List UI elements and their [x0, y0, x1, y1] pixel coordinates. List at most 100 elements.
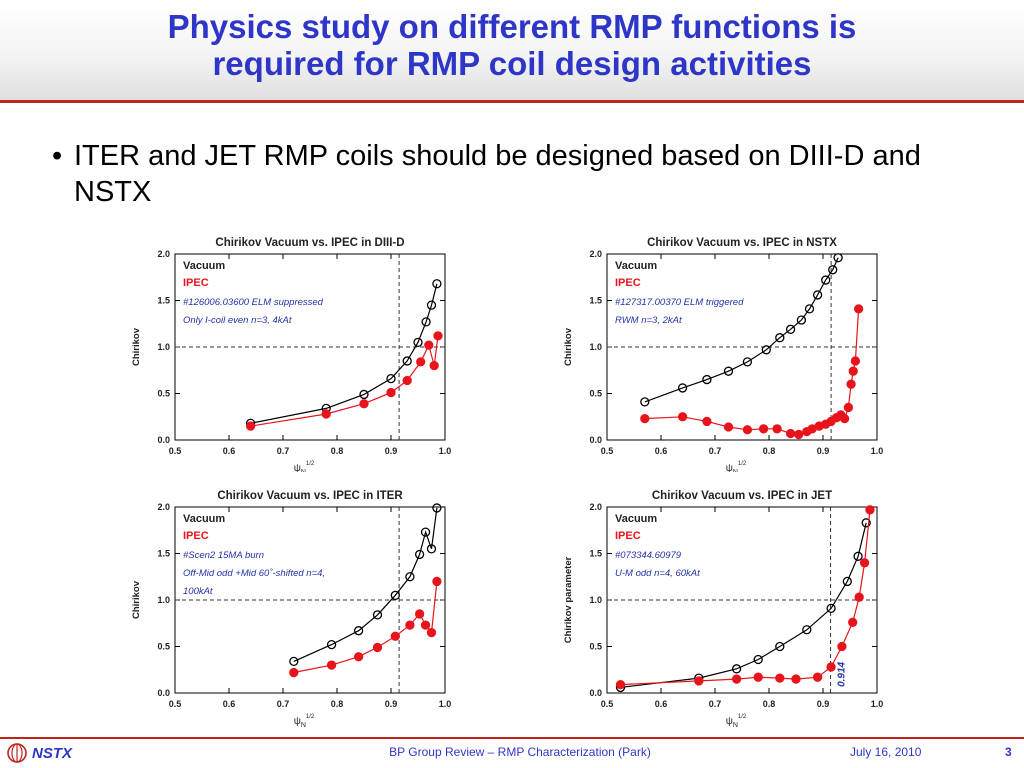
- footer-bar: [0, 739, 1024, 768]
- y-tick-label: 1.5: [589, 549, 602, 559]
- data-point-vacuum: [796, 315, 807, 325]
- y-tick-label: 1.0: [157, 595, 170, 605]
- data-point-vacuum: [326, 639, 337, 650]
- data-point-ipec: [848, 617, 858, 627]
- data-point-vacuum: [359, 389, 369, 400]
- y-tick-label: 2.0: [157, 502, 170, 512]
- data-point-vacuum: [861, 518, 871, 528]
- nstx-logo-icon: [7, 743, 27, 763]
- data-point-ipec: [640, 413, 650, 424]
- chart-annotation: #Scen2 15MA burn: [183, 550, 264, 561]
- legend-ipec: IPEC: [183, 277, 209, 289]
- series-line-ipec: [293, 581, 438, 674]
- x-tick-label: 0.8: [763, 446, 776, 456]
- chart-diiid: Chirikov Vacuum vs. IPEC in DIII-D 0.5 0.6…: [131, 237, 451, 472]
- x-tick-label: 0.6: [223, 699, 236, 709]
- y-axis-label: Chirikov: [563, 327, 574, 366]
- y-tick-label: 1.0: [157, 342, 170, 352]
- data-point-vacuum: [731, 664, 742, 674]
- chart-annotation: Only I-coil even n=3, 4kAt: [183, 315, 292, 326]
- chart-annotation: Off-Mid odd +Mid 60˚-shifted n=4,: [183, 568, 325, 579]
- data-point-ipec: [326, 660, 337, 670]
- chart-title: Chirikov Vacuum vs. IPEC in DIII-D: [215, 237, 404, 249]
- data-point-ipec: [775, 673, 785, 683]
- data-point-ipec: [731, 674, 742, 684]
- y-tick-label: 1.5: [157, 296, 170, 306]
- x-tick-label: 0.8: [331, 699, 344, 709]
- data-point-vacuum: [289, 656, 299, 667]
- data-point-ipec: [839, 413, 850, 424]
- x-tick-label: 0.7: [709, 699, 722, 709]
- data-point-vacuum: [426, 544, 437, 554]
- data-point-vacuum: [821, 275, 831, 285]
- data-point-vacuum: [753, 654, 763, 665]
- y-tick-label: 0.0: [157, 435, 170, 445]
- chart-title: Chirikov Vacuum vs. IPEC in JET: [652, 490, 832, 502]
- data-point-ipec: [791, 674, 801, 684]
- data-point-ipec: [289, 667, 299, 678]
- title-divider: [0, 100, 1024, 103]
- x-tick-label: 0.9: [817, 699, 830, 709]
- chart-jet: Chirikov Vacuum vs. IPEC in JET 0.5 0.6 0.7…: [563, 490, 883, 727]
- data-point-ipec: [753, 672, 763, 682]
- x-tick-label: 0.8: [763, 699, 776, 709]
- data-point-ipec: [854, 592, 864, 602]
- data-point-vacuum: [775, 333, 785, 343]
- data-point-ipec: [402, 375, 412, 386]
- title-band: [0, 0, 1024, 102]
- x-tick-label: 0.6: [223, 446, 236, 456]
- y-tick-label: 0.5: [157, 389, 170, 399]
- x-axis-label: ψN1/2: [726, 714, 747, 727]
- data-point-ipec: [426, 627, 437, 638]
- reference-vline-label: 0.914: [837, 661, 848, 686]
- chart-title: Chirikov Vacuum vs. IPEC in NSTX: [647, 237, 837, 249]
- data-point-ipec: [702, 416, 712, 427]
- chart-annotation: #073344.60979: [615, 550, 682, 561]
- x-tick-label: 1.0: [439, 699, 452, 709]
- data-point-vacuum: [413, 337, 423, 347]
- data-point-ipec: [723, 422, 734, 432]
- data-point-vacuum: [804, 304, 815, 314]
- x-tick-label: 0.6: [655, 699, 668, 709]
- data-point-vacuum: [702, 374, 712, 385]
- data-point-ipec: [433, 331, 443, 341]
- data-point-vacuum: [812, 290, 823, 300]
- y-tick-label: 0.0: [589, 435, 602, 445]
- y-axis-label: Chirikov: [131, 327, 142, 366]
- data-point-vacuum: [723, 366, 734, 376]
- data-point-ipec: [859, 558, 870, 568]
- y-tick-label: 0.0: [157, 688, 170, 698]
- data-point-ipec: [405, 620, 415, 630]
- data-point-vacuum: [742, 357, 753, 367]
- data-point-ipec: [853, 304, 864, 314]
- data-point-ipec: [785, 428, 796, 439]
- data-point-ipec: [742, 425, 753, 435]
- footer-date: July 16, 2010: [850, 745, 922, 759]
- footer-divider: [0, 737, 1024, 739]
- bullet-text: ITER and JET RMP coils should be designe…: [74, 140, 921, 208]
- y-tick-label: 0.5: [589, 389, 602, 399]
- nstx-logo: NSTX: [6, 742, 72, 764]
- chart-annotation: #127317.00370 ELM triggered: [615, 297, 744, 308]
- chart-annotation: U-M odd n=4, 60kAt: [615, 568, 700, 579]
- x-axis-label: ψN1/2: [726, 461, 747, 472]
- data-point-ipec: [794, 429, 804, 440]
- y-tick-label: 1.0: [589, 342, 602, 352]
- legend-ipec: IPEC: [615, 530, 641, 542]
- data-point-ipec: [615, 679, 626, 690]
- x-tick-label: 0.8: [331, 446, 344, 456]
- y-tick-label: 0.5: [589, 642, 602, 652]
- data-point-ipec: [414, 609, 425, 619]
- data-point-ipec: [677, 412, 688, 422]
- data-point-ipec: [386, 387, 396, 398]
- y-tick-label: 1.5: [589, 296, 602, 306]
- y-tick-label: 0.5: [157, 642, 170, 652]
- data-point-ipec: [372, 642, 383, 653]
- data-point-ipec: [359, 399, 369, 409]
- data-point-ipec: [826, 662, 836, 672]
- page-number: 3: [1005, 745, 1012, 759]
- chart-annotation: #126006.03600 ELM suppressed: [183, 297, 324, 308]
- slide-title-line-2: required for RMP coil design activities: [212, 45, 812, 82]
- data-point-ipec: [416, 357, 426, 367]
- y-tick-label: 1.5: [157, 549, 170, 559]
